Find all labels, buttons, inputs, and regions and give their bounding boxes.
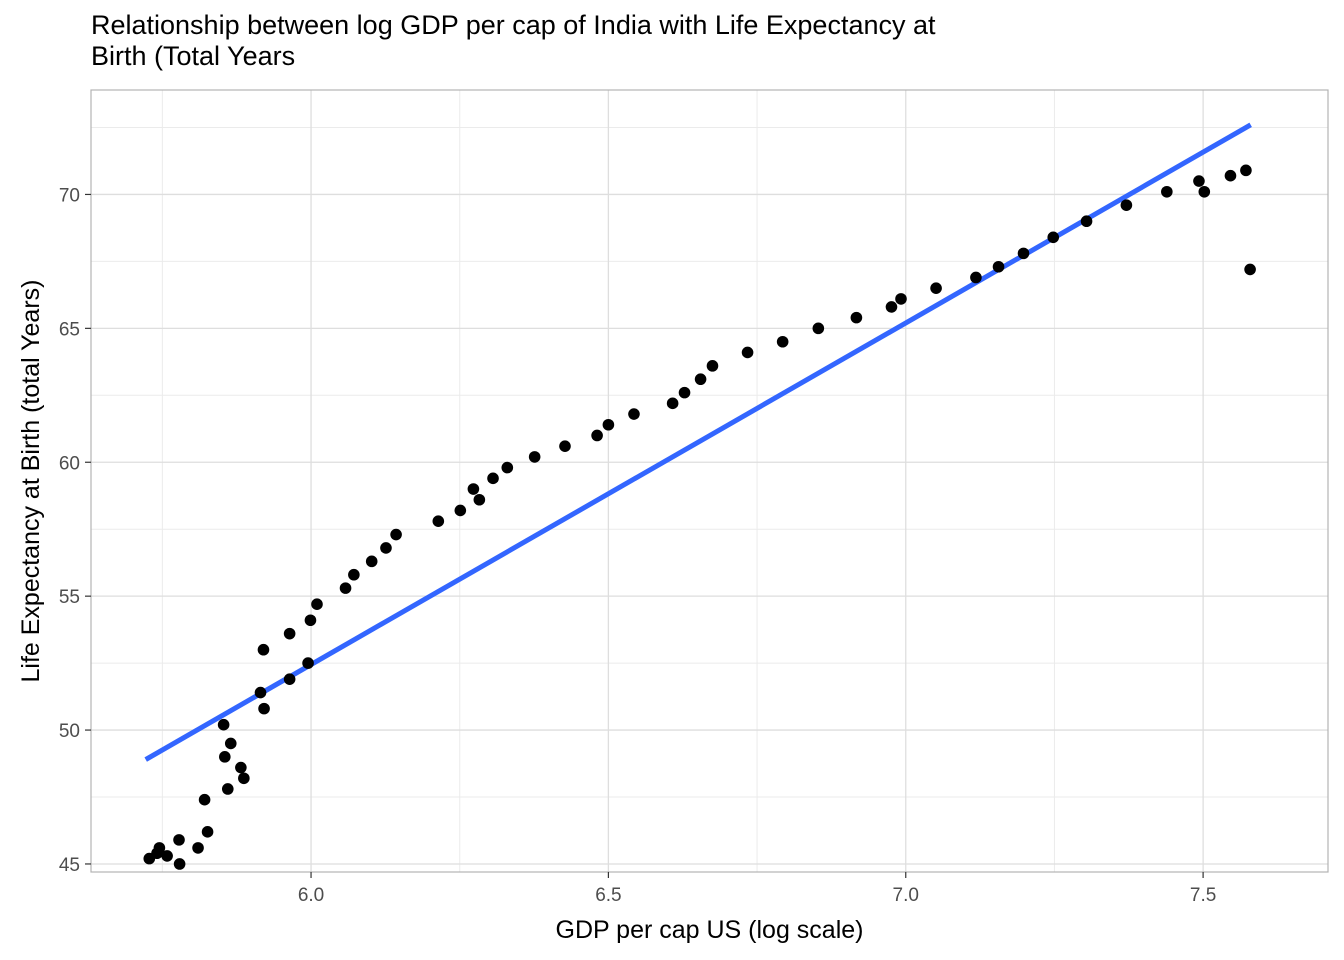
data-point <box>302 657 314 669</box>
y-tick-label: 60 <box>59 453 80 474</box>
data-point <box>1198 185 1211 198</box>
data-points <box>143 164 1256 870</box>
x-tick-label: 7.0 <box>893 885 919 906</box>
chart-title-line-2: Birth (Total Years <box>91 41 296 71</box>
x-axis-ticks: 6.0 6.5 7.0 7.5 <box>298 872 1216 906</box>
y-axis-ticks: 45 50 55 60 65 70 <box>59 185 91 876</box>
data-point <box>311 598 323 610</box>
data-point <box>390 528 402 541</box>
data-point <box>678 386 691 399</box>
data-point <box>257 643 270 656</box>
data-point <box>198 793 211 806</box>
y-tick-label: 50 <box>59 721 80 742</box>
data-point <box>1047 231 1060 244</box>
data-point <box>1161 185 1173 198</box>
data-point <box>559 440 571 452</box>
data-point <box>895 293 907 305</box>
data-point <box>217 718 230 731</box>
data-point <box>1224 169 1237 182</box>
data-point <box>348 568 360 581</box>
data-point <box>591 429 603 442</box>
x-tick-label: 6.5 <box>595 885 621 906</box>
data-point <box>454 504 467 517</box>
data-point <box>254 686 267 699</box>
y-tick-label: 65 <box>59 319 80 340</box>
data-point <box>930 282 942 294</box>
data-point <box>1240 164 1252 177</box>
data-point <box>666 397 679 410</box>
data-point <box>221 783 234 795</box>
data-point <box>153 842 166 854</box>
data-point <box>992 260 1005 273</box>
data-point <box>602 418 615 431</box>
data-point <box>776 335 789 348</box>
data-point <box>380 542 392 554</box>
x-axis-title: GDP per cap US (log scale) <box>556 916 864 944</box>
plot-panel <box>91 90 1328 872</box>
y-tick-label: 45 <box>59 855 80 876</box>
data-point <box>173 834 185 846</box>
data-point <box>706 360 719 372</box>
chart-title: Relationship between log GDP per cap of … <box>91 10 1191 72</box>
data-point <box>304 614 317 627</box>
y-tick-label: 70 <box>59 185 80 206</box>
data-point <box>238 772 250 785</box>
data-point <box>1017 247 1030 260</box>
data-point <box>339 582 352 594</box>
data-point <box>694 373 707 386</box>
data-point <box>224 737 237 750</box>
data-point <box>219 751 231 763</box>
chart-title-line-1: Relationship between log GDP per cap of … <box>91 10 936 40</box>
data-point <box>812 322 825 335</box>
data-point <box>467 483 480 495</box>
major-gridlines <box>91 90 1328 872</box>
data-point <box>192 842 204 854</box>
data-point <box>1080 215 1093 228</box>
data-point <box>1244 263 1256 276</box>
x-tick-label: 6.0 <box>298 885 324 906</box>
data-point <box>283 673 296 685</box>
regression-line <box>144 122 1252 762</box>
data-point <box>528 451 541 463</box>
data-point <box>473 493 486 506</box>
y-axis-title: Life Expectancy at Birth (total Years) <box>17 280 45 683</box>
data-point <box>501 461 514 474</box>
data-point <box>432 515 445 527</box>
data-point <box>161 850 173 862</box>
minor-gridlines <box>91 90 1328 872</box>
data-point <box>970 271 982 284</box>
data-point <box>201 826 214 838</box>
plot-border <box>90 89 1329 873</box>
data-point <box>628 408 640 420</box>
data-point <box>1120 199 1133 211</box>
data-point <box>1193 175 1205 187</box>
y-tick-label: 55 <box>59 587 80 608</box>
data-point <box>885 301 898 313</box>
data-point <box>258 702 270 715</box>
x-tick-label: 7.5 <box>1190 885 1216 906</box>
data-point <box>741 346 754 359</box>
data-point <box>283 627 296 640</box>
data-point <box>850 311 863 324</box>
data-point <box>173 858 186 870</box>
fit-line-group <box>144 122 1252 762</box>
data-point <box>365 555 378 568</box>
data-point <box>487 472 499 485</box>
data-point <box>235 761 247 774</box>
